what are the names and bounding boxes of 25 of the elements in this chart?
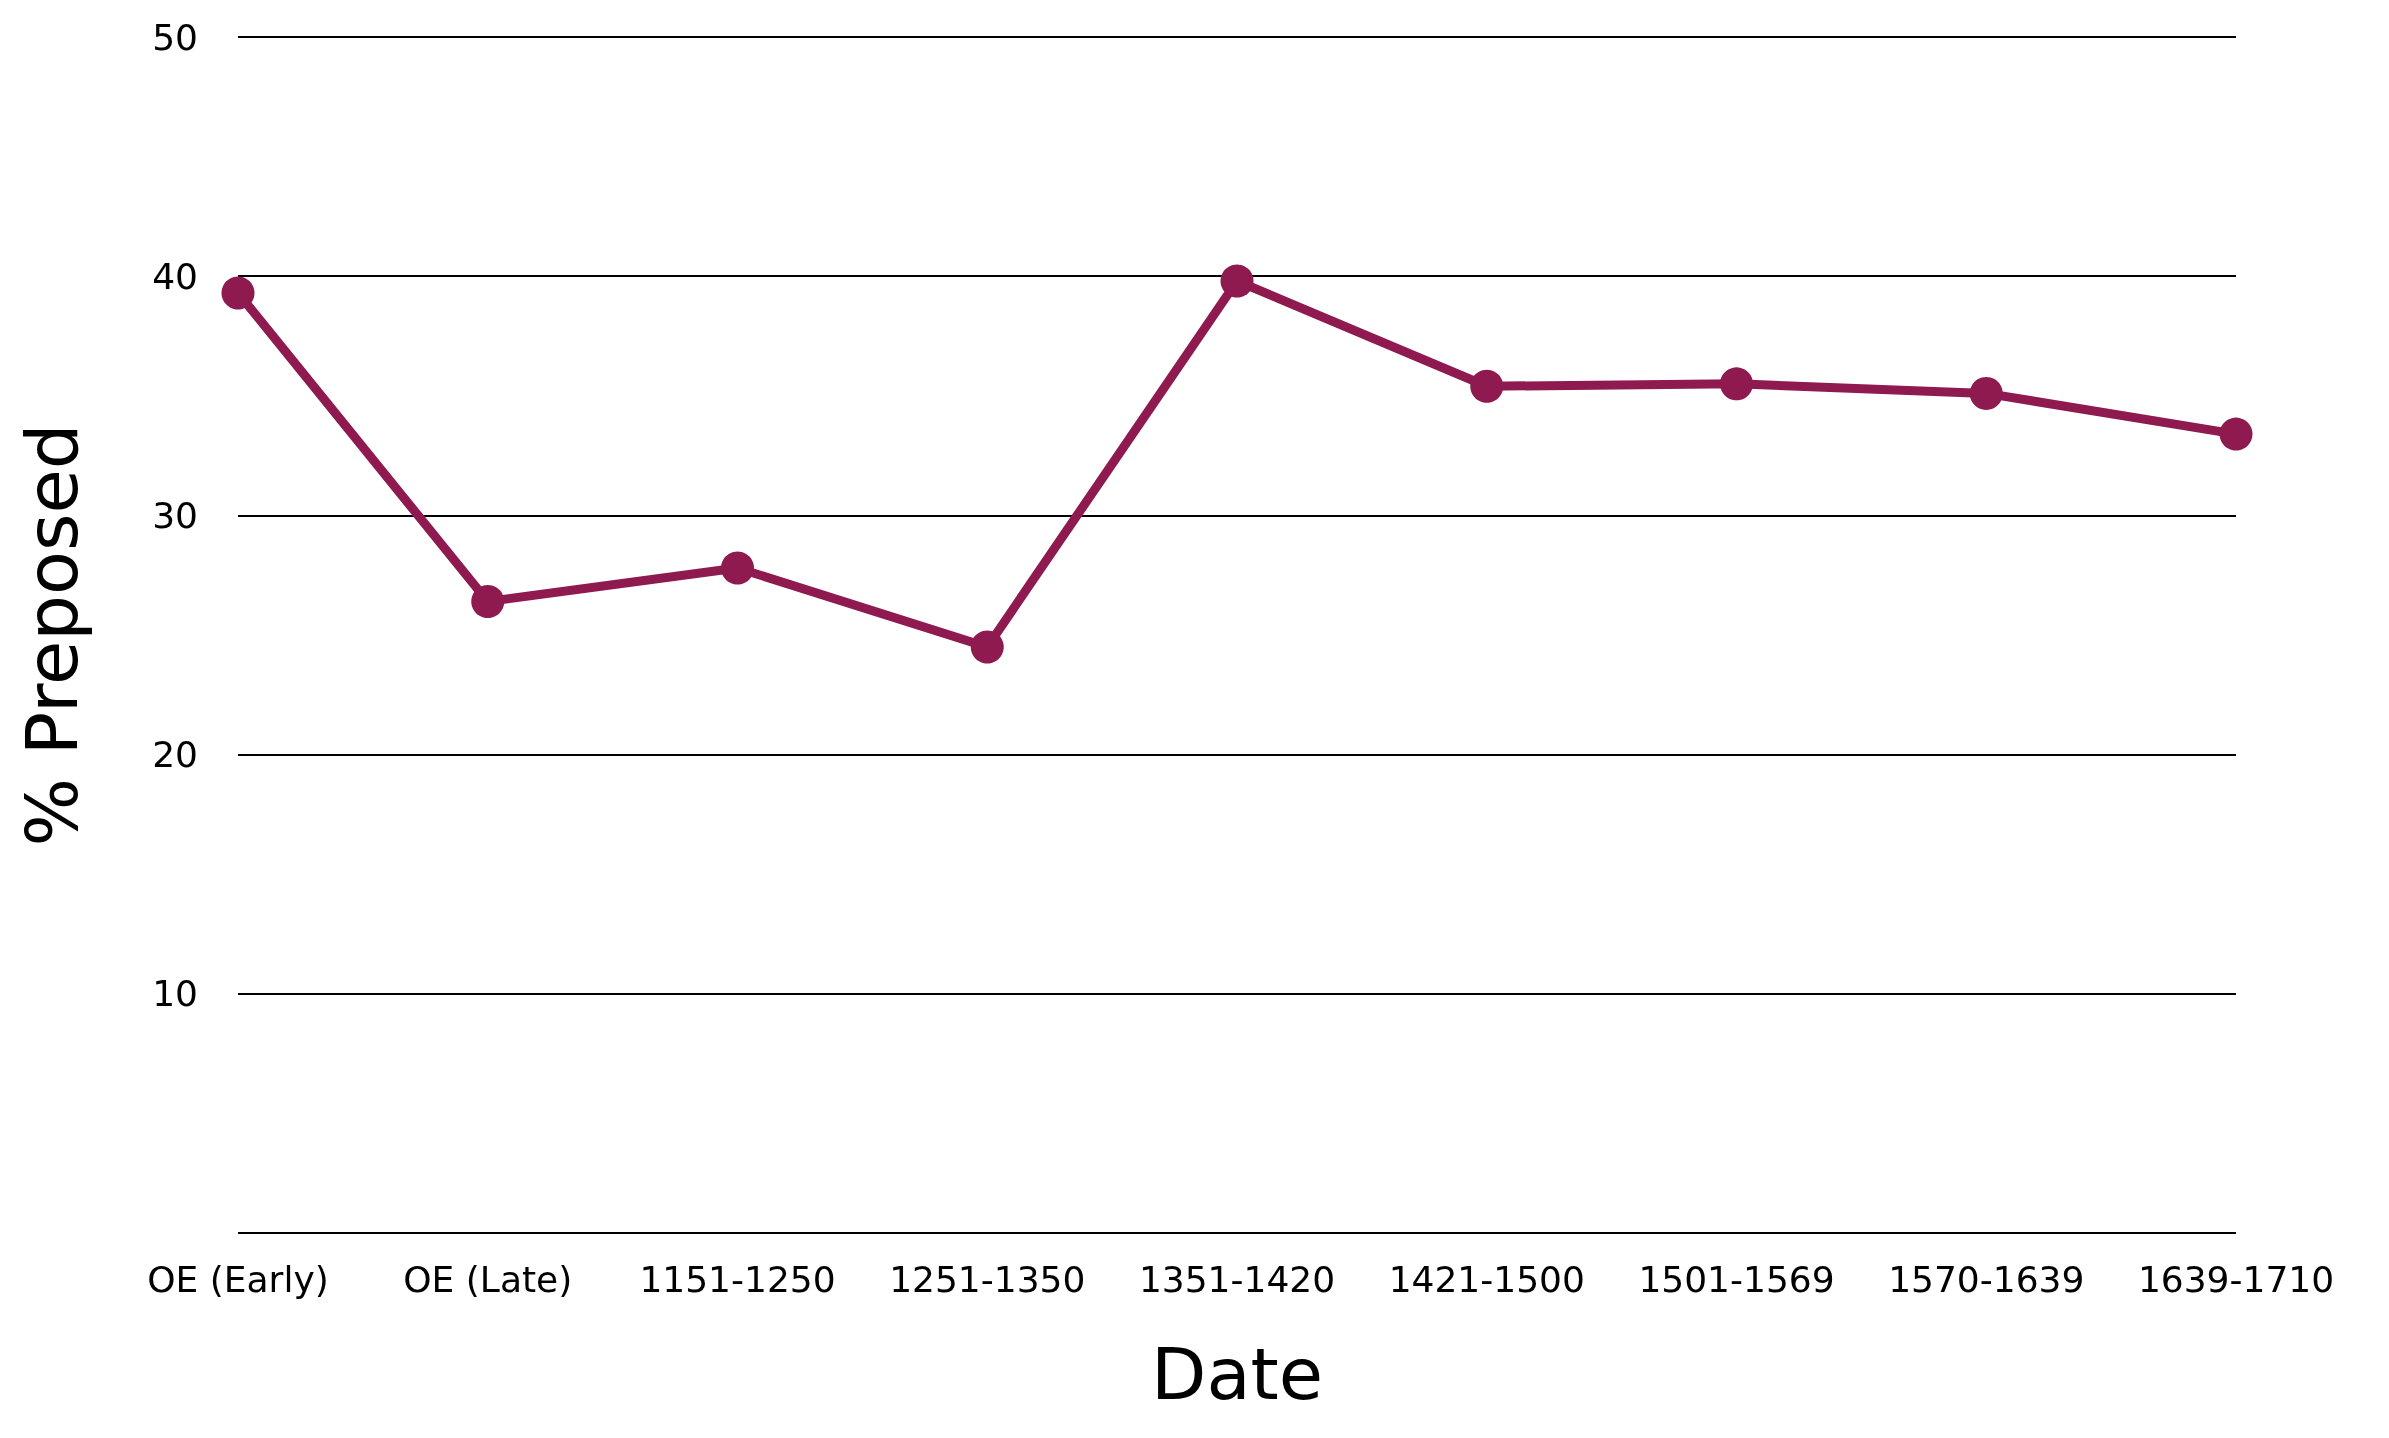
x-tick-label: 1570-1639: [1888, 1258, 2085, 1300]
point: [2219, 417, 2253, 451]
x-tick-label: 1351-1420: [1138, 1258, 1336, 1300]
point: [1720, 367, 1753, 401]
point: [721, 551, 754, 585]
point: [1470, 369, 1504, 403]
x-tick-label: 1151-1250: [639, 1258, 836, 1300]
x-tick-label: 1251-1350: [889, 1258, 1086, 1300]
x-tick-label: OE (Early): [147, 1258, 329, 1300]
x-axis-title: Date: [1150, 1332, 1324, 1416]
y-tick-label: 20: [152, 734, 198, 776]
point: [1220, 264, 1254, 298]
y-axis-title: % Preposed: [10, 423, 94, 847]
y-tick-label: 50: [152, 16, 198, 58]
point: [970, 630, 1004, 664]
x-tick-label: 1639-1710: [2137, 1258, 2335, 1300]
point: [471, 585, 505, 618]
x-tick-label: OE (Late): [403, 1258, 573, 1300]
point: [1969, 376, 2003, 410]
y-tick-label: 10: [152, 973, 198, 1015]
x-tick-label: 1501-1569: [1638, 1258, 1835, 1300]
y-tick-label: 30: [152, 494, 198, 536]
y-tick-label: 40: [152, 255, 198, 297]
point: [221, 276, 255, 310]
x-tick-label: 1421-1500: [1388, 1258, 1585, 1300]
